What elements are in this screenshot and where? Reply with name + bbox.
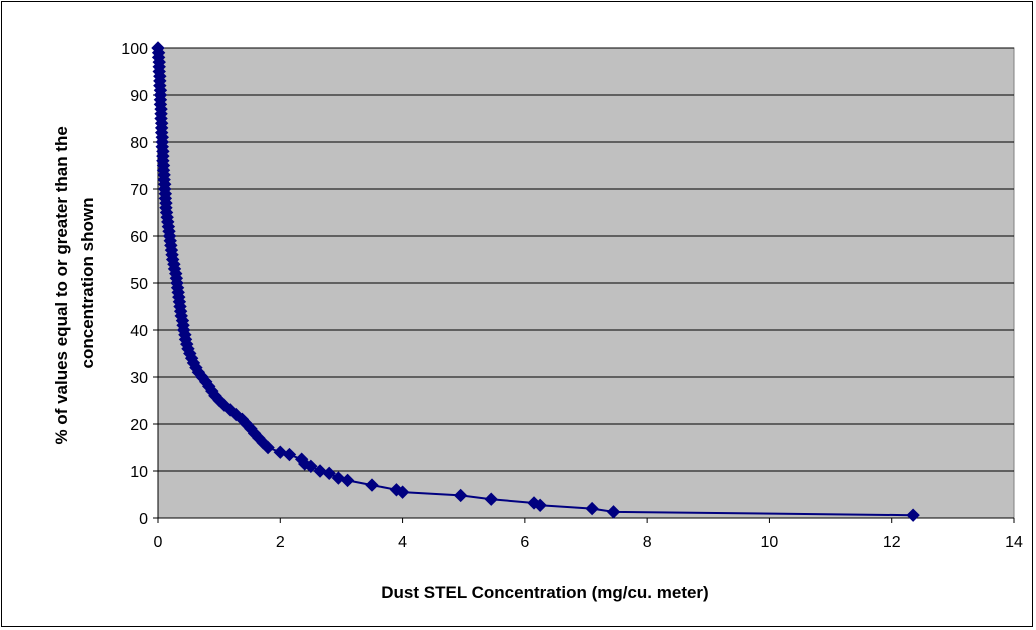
gridlines	[158, 47, 1014, 472]
y-tick-label: 10	[130, 464, 148, 481]
data-point-marker	[606, 505, 621, 519]
data-point-marker	[331, 471, 346, 485]
data-point-marker	[273, 445, 287, 459]
x-tick-label: 6	[520, 534, 529, 551]
y-tick-label: 90	[130, 88, 148, 105]
x-tick-label: 2	[276, 534, 285, 551]
x-tick-label: 10	[761, 534, 779, 551]
y-tick-label: 40	[130, 323, 148, 340]
tick-labels: 0 10 20 30 40 50 60 70 80 90 100 0 2 4 6 8 10 12 14	[121, 41, 1023, 551]
data-point-marker	[282, 447, 297, 462]
x-tick-label: 0	[154, 534, 163, 551]
x-axis-title: Dust STEL Concentration (mg/cu. meter)	[381, 583, 708, 602]
y-tick-label: 60	[130, 229, 148, 246]
series	[151, 41, 920, 522]
data-point-marker	[261, 440, 275, 455]
y-tick-label: 0	[139, 511, 148, 528]
data-point-marker	[585, 501, 599, 516]
y-tick-label: 80	[130, 135, 148, 152]
data-point-marker	[313, 464, 327, 478]
data-point-marker	[533, 498, 547, 513]
x-tick-label: 14	[1005, 534, 1023, 551]
y-axis-title-line-2: concentration shown	[78, 198, 97, 369]
data-point-marker	[340, 473, 355, 488]
y-tick-label: 20	[130, 417, 148, 434]
y-axis-title-line-1: % of values equal to or greater than the	[52, 126, 71, 444]
data-point-marker	[365, 478, 379, 492]
data-point-marker	[453, 488, 468, 503]
y-tick-label: 70	[130, 182, 148, 199]
data-point-marker	[304, 459, 318, 474]
x-tick-label: 8	[643, 534, 652, 551]
y-tick-label: 100	[121, 41, 148, 58]
data-point-marker	[322, 466, 336, 481]
series-markers	[151, 41, 920, 522]
x-tick-label: 4	[398, 534, 407, 551]
y-tick-label: 30	[130, 370, 148, 387]
x-tick-label: 12	[883, 534, 901, 551]
data-point-marker	[484, 492, 498, 506]
y-tick-label: 50	[130, 276, 148, 293]
data-point-marker	[395, 485, 410, 499]
y-axis-title: % of values equal to or greater than the…	[52, 121, 97, 444]
data-point-marker	[906, 508, 920, 522]
